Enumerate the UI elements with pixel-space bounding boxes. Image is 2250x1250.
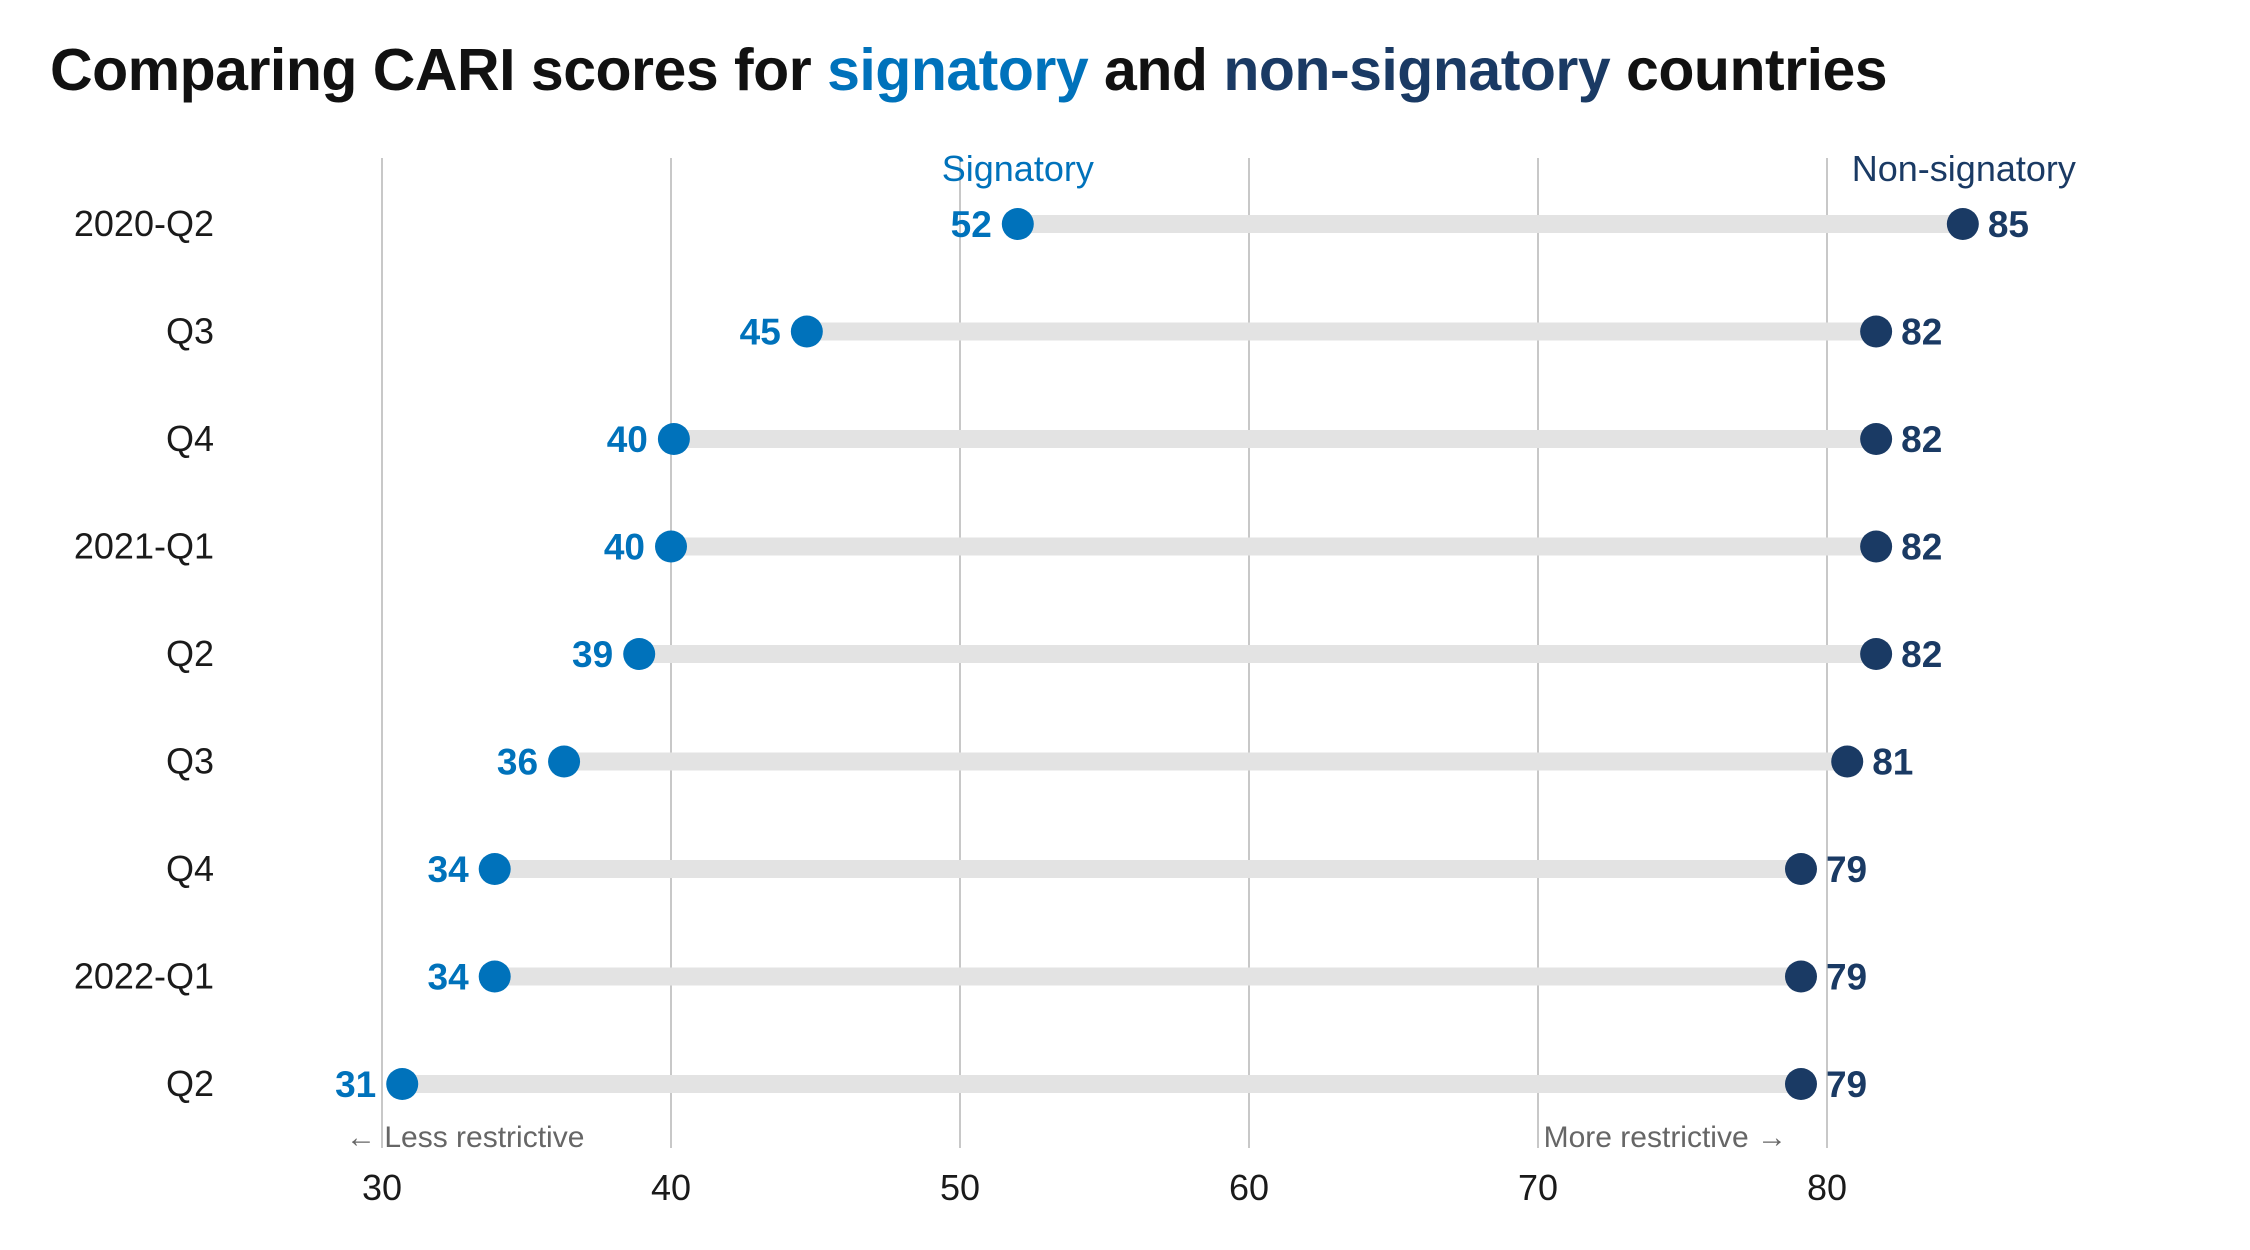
- non-signatory-value-label: 79: [1826, 849, 1867, 890]
- x-tick-label: 70: [1518, 1167, 1558, 1208]
- non-signatory-point: [1784, 960, 1817, 993]
- title-signatory: signatory: [827, 37, 1089, 103]
- category-label: Q2: [166, 1063, 214, 1104]
- signatory-point: [1001, 208, 1034, 240]
- signatory-point: [548, 745, 581, 778]
- title-non-signatory: non-signatory: [1223, 37, 1611, 103]
- category-label: Q3: [166, 741, 214, 782]
- non-signatory-value-label: 82: [1901, 527, 1942, 568]
- x-tick-label: 40: [651, 1167, 691, 1208]
- signatory-value-label: 52: [951, 204, 992, 245]
- category-label: Q2: [166, 633, 214, 674]
- category-label: 2020-Q2: [74, 203, 214, 244]
- annotation-more-restrictive: More restrictive →: [1544, 1121, 1787, 1154]
- series-label-signatory: Signatory: [942, 148, 1094, 189]
- series-label-non-signatory: Non-signatory: [1852, 148, 2076, 189]
- non-signatory-point: [1860, 638, 1893, 670]
- category-label: Q3: [166, 311, 214, 352]
- category-label: 2022-Q1: [74, 956, 214, 997]
- category-label: 2021-Q1: [74, 526, 214, 567]
- x-tick-label: 80: [1807, 1167, 1847, 1208]
- x-tick-label: 60: [1229, 1167, 1269, 1208]
- non-signatory-point: [1784, 853, 1817, 885]
- signatory-value-label: 40: [607, 419, 648, 460]
- signatory-value-label: 39: [572, 634, 613, 675]
- signatory-value-label: 45: [740, 312, 781, 353]
- non-signatory-value-label: 82: [1901, 419, 1942, 460]
- x-tick-label: 30: [362, 1167, 402, 1208]
- category-label: Q4: [166, 848, 214, 889]
- title-prefix: Comparing CARI scores for: [50, 37, 828, 103]
- signatory-point: [790, 315, 823, 348]
- non-signatory-value-label: 79: [1826, 1064, 1867, 1105]
- non-signatory-value-label: 82: [1901, 312, 1942, 353]
- chart-title: Comparing CARI scores for signatory and …: [50, 36, 1888, 104]
- signatory-value-label: 31: [335, 1064, 376, 1105]
- signatory-point: [386, 1068, 419, 1100]
- non-signatory-value-label: 82: [1901, 634, 1942, 675]
- non-signatory-value-label: 79: [1826, 957, 1867, 998]
- signatory-point: [478, 960, 511, 993]
- signatory-point: [478, 853, 511, 885]
- non-signatory-point: [1860, 315, 1893, 348]
- non-signatory-point: [1831, 745, 1864, 778]
- non-signatory-point: [1860, 530, 1893, 563]
- signatory-value-label: 34: [428, 957, 470, 998]
- signatory-value-label: 36: [497, 742, 538, 783]
- non-signatory-point: [1946, 208, 1979, 240]
- title-suffix: countries: [1610, 37, 1888, 103]
- signatory-point: [657, 423, 690, 455]
- non-signatory-value-label: 81: [1872, 742, 1913, 783]
- category-label: Q4: [166, 418, 214, 459]
- signatory-point: [655, 530, 687, 563]
- x-tick-label: 50: [940, 1167, 980, 1208]
- non-signatory-point: [1784, 1068, 1817, 1100]
- non-signatory-point: [1860, 423, 1893, 455]
- annotation-less-restrictive: ← Less restrictive: [346, 1121, 584, 1154]
- signatory-point: [623, 638, 656, 670]
- title-middle: and: [1088, 37, 1224, 103]
- signatory-value-label: 34: [428, 849, 470, 890]
- signatory-value-label: 40: [604, 527, 645, 568]
- non-signatory-value-label: 85: [1988, 204, 2029, 245]
